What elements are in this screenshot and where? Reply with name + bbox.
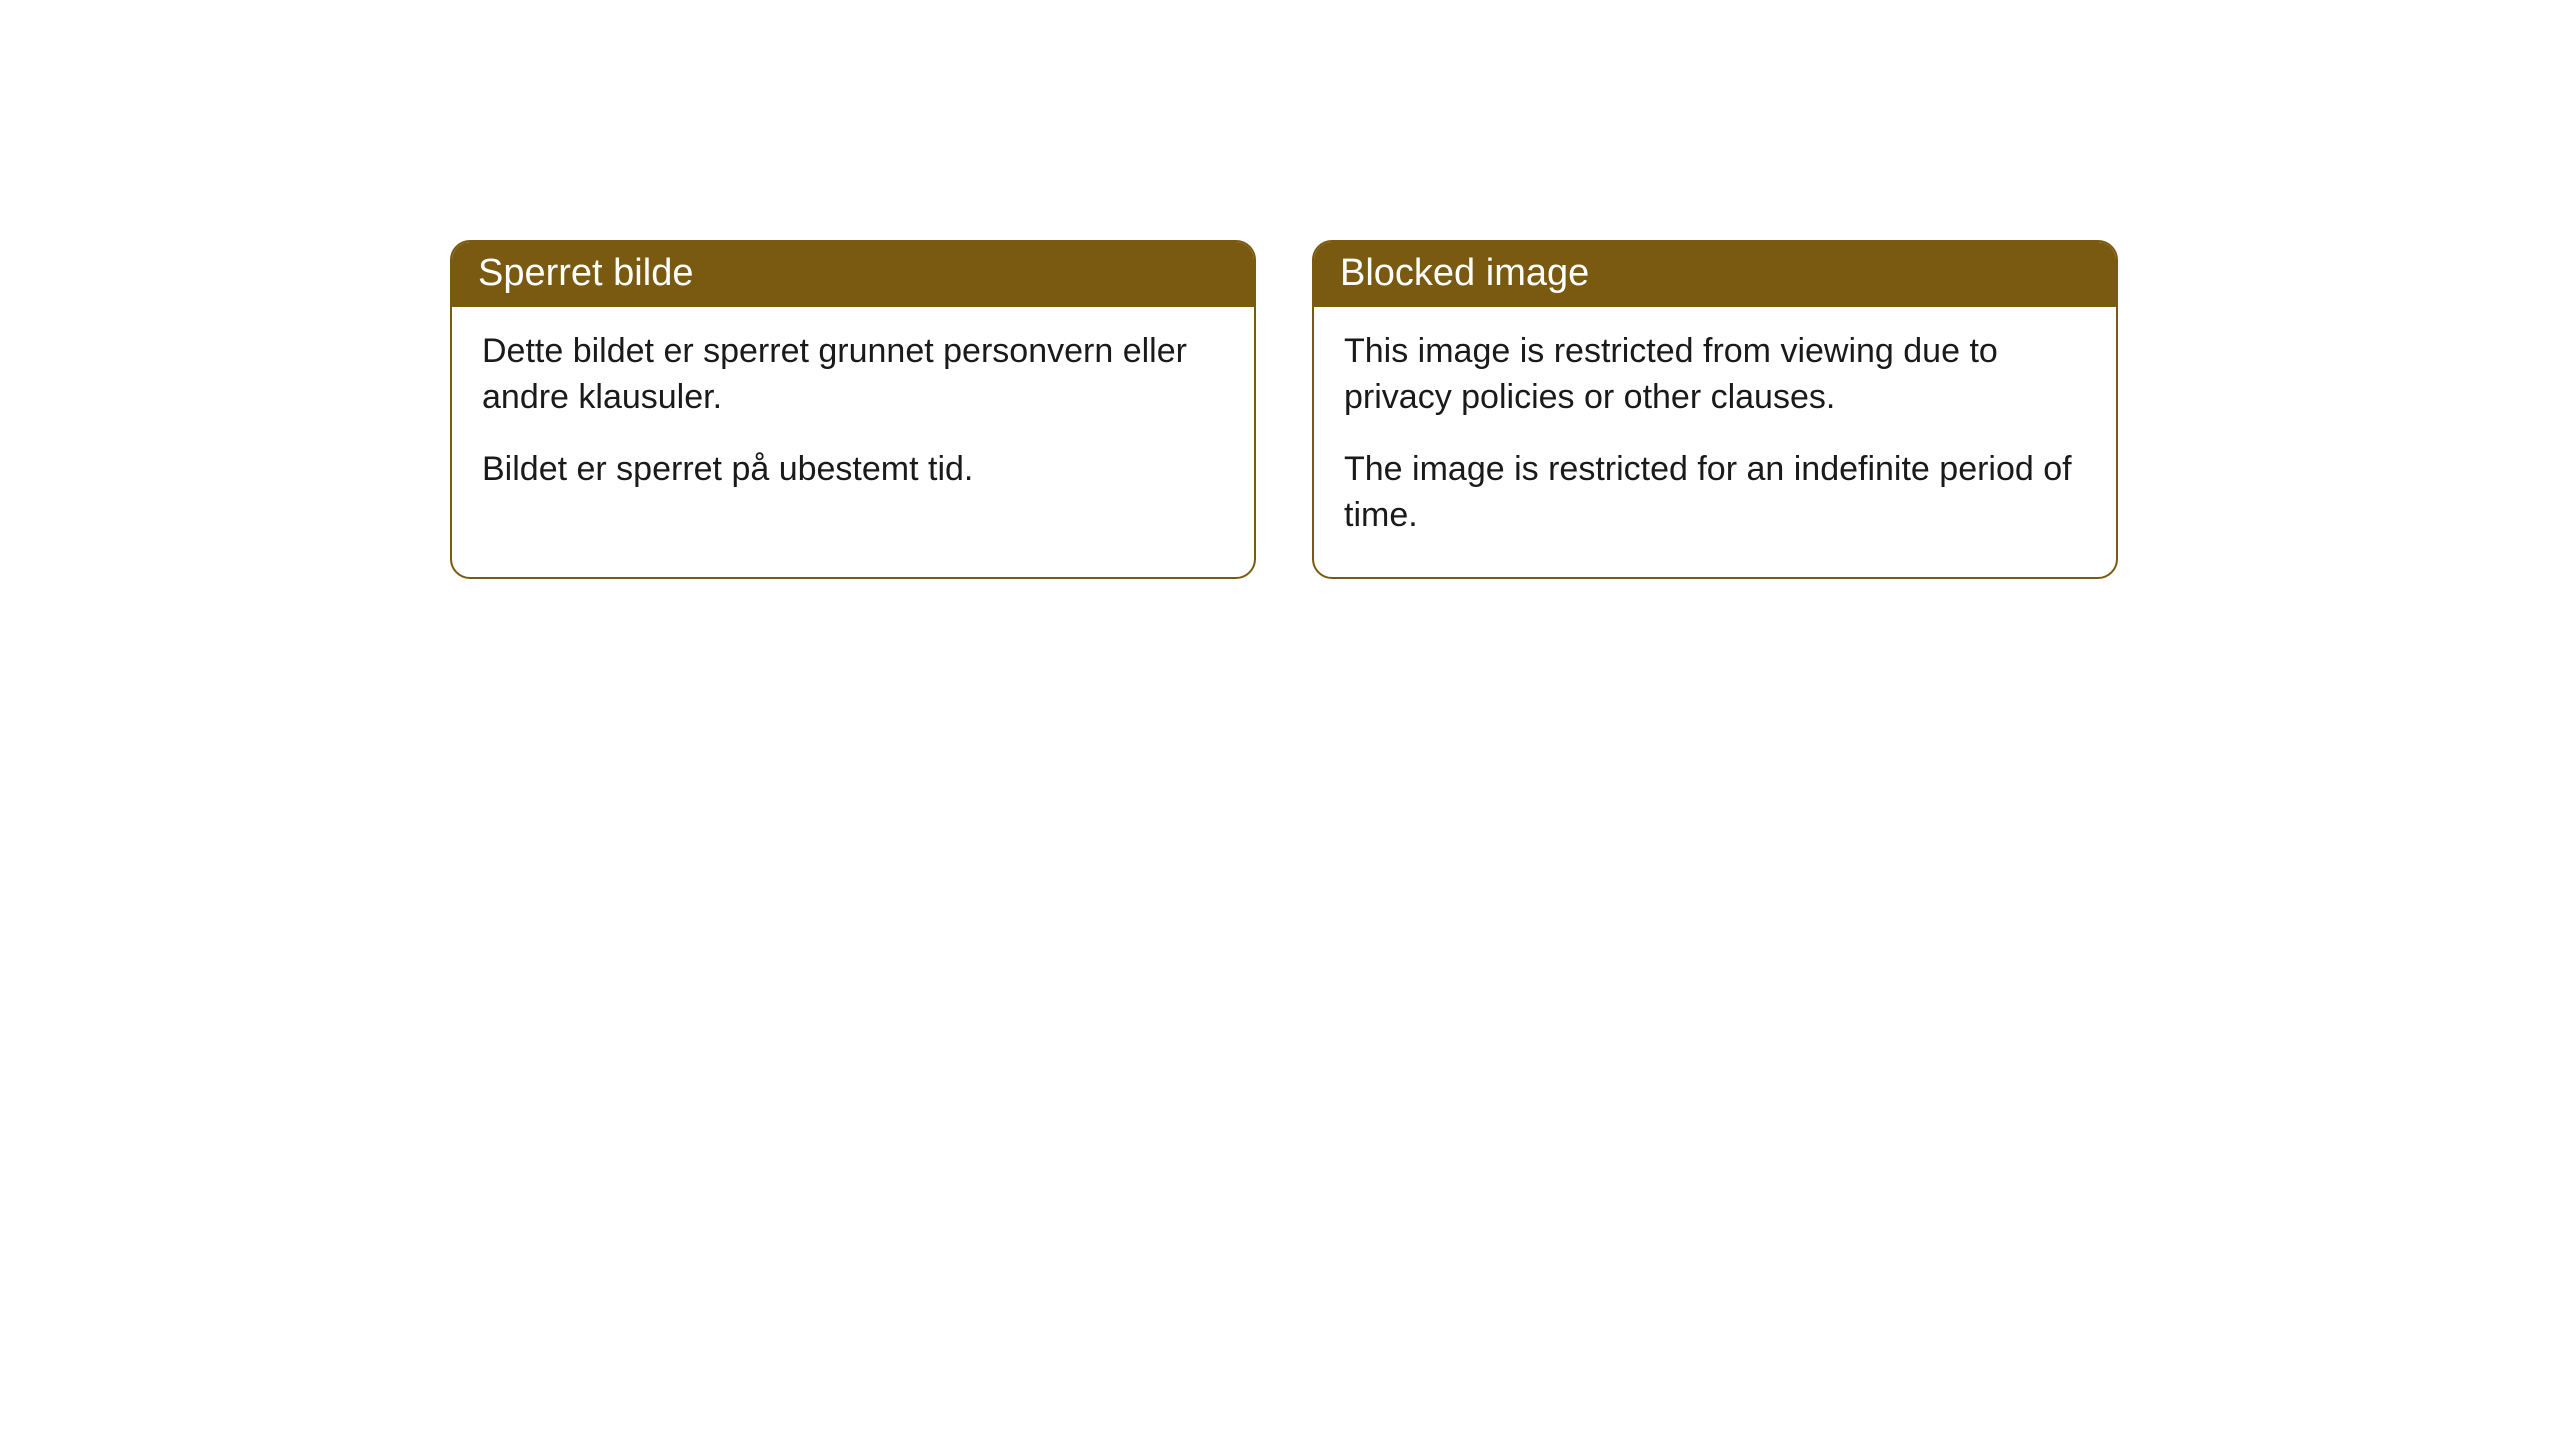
notice-card-english: Blocked image This image is restricted f…	[1312, 240, 2118, 579]
card-paragraph: Dette bildet er sperret grunnet personve…	[482, 329, 1224, 421]
card-body-english: This image is restricted from viewing du…	[1314, 307, 2116, 577]
notice-card-norwegian: Sperret bilde Dette bildet er sperret gr…	[450, 240, 1256, 579]
card-body-norwegian: Dette bildet er sperret grunnet personve…	[452, 307, 1254, 531]
card-paragraph: The image is restricted for an indefinit…	[1344, 447, 2086, 539]
card-paragraph: Bildet er sperret på ubestemt tid.	[482, 447, 1224, 493]
notice-cards-container: Sperret bilde Dette bildet er sperret gr…	[0, 0, 2560, 579]
card-header-english: Blocked image	[1314, 242, 2116, 307]
card-paragraph: This image is restricted from viewing du…	[1344, 329, 2086, 421]
card-header-norwegian: Sperret bilde	[452, 242, 1254, 307]
